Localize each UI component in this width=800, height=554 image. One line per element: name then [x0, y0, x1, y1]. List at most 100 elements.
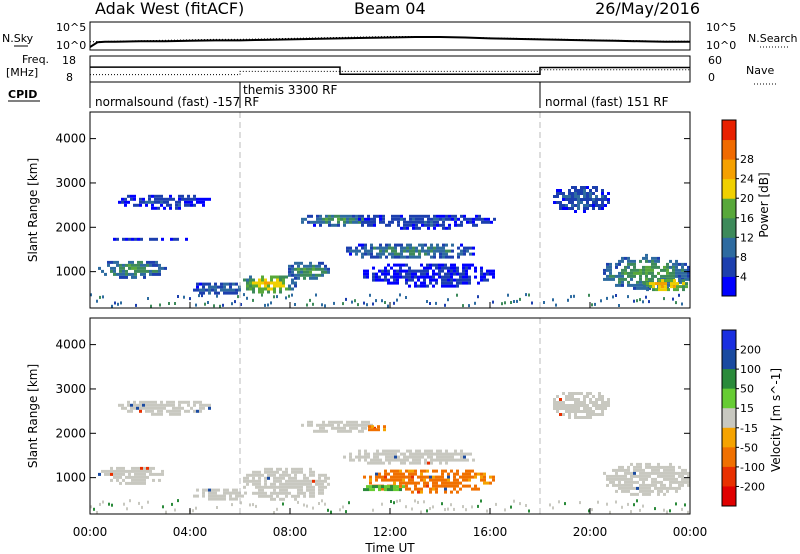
velocity-cell — [113, 472, 116, 476]
velocity-cell — [139, 400, 142, 404]
power-cell — [420, 284, 423, 288]
power-cell — [444, 284, 447, 288]
power-cell — [633, 299, 635, 303]
power-cell — [460, 243, 463, 247]
power-cell — [639, 259, 642, 263]
power-cell — [423, 269, 426, 273]
velocity-cell — [486, 481, 489, 485]
velocity-cell — [285, 485, 288, 489]
velocity-cell — [648, 474, 651, 478]
power-cell — [492, 300, 494, 304]
velocity-cell — [388, 449, 391, 453]
power-cell — [651, 271, 654, 275]
power-cell — [448, 214, 451, 218]
power-cell — [472, 252, 475, 256]
velocity-cell — [252, 479, 255, 483]
velocity-cell — [562, 401, 565, 404]
velocity-cell — [390, 488, 393, 492]
velocity-cell — [137, 475, 140, 479]
power-cell — [288, 267, 291, 271]
power-cell — [427, 217, 430, 221]
velocity-cell — [252, 476, 255, 480]
velocity-cell — [127, 409, 130, 413]
velocity-cell — [243, 479, 246, 483]
velocity-cell — [412, 458, 415, 462]
station-title: Adak West (fitACF) — [95, 0, 244, 18]
power-colorbar-tick-label: 24 — [740, 173, 754, 186]
velocity-cell — [559, 407, 562, 410]
velocity-cell — [462, 484, 465, 488]
power-cell — [669, 271, 672, 275]
velocity-cell — [374, 428, 377, 432]
power-cell — [149, 269, 152, 273]
power-cell — [664, 285, 667, 289]
velocity-cell — [459, 475, 462, 479]
power-cell — [606, 274, 609, 278]
velocity-cell — [264, 467, 267, 471]
velocity-cell — [639, 483, 642, 487]
power-cell — [621, 268, 624, 272]
velocity-cell — [294, 497, 297, 501]
power-cell — [178, 197, 181, 201]
power-cell — [261, 287, 264, 291]
velocity-cell — [343, 423, 346, 427]
velocity-cell — [116, 478, 119, 482]
velocity-cell — [624, 477, 627, 481]
power-cell — [346, 217, 349, 221]
power-cell — [436, 223, 439, 227]
velocity-cell — [432, 481, 435, 485]
power-cell — [451, 214, 454, 218]
velocity-cell — [580, 404, 583, 407]
velocity-cell — [609, 474, 612, 478]
power-cell — [577, 192, 580, 195]
velocity-cell — [288, 476, 291, 480]
power-cell — [399, 263, 402, 267]
power-cell — [412, 249, 415, 253]
power-cell — [643, 282, 646, 286]
power-cell — [451, 217, 454, 221]
power-cell — [196, 288, 199, 292]
power-cell — [151, 203, 154, 207]
power-cell — [601, 201, 604, 204]
power-cell — [478, 214, 481, 218]
power-cell — [291, 270, 294, 274]
power-cell — [415, 220, 418, 224]
power-cell — [396, 263, 399, 267]
velocity-cell — [121, 406, 124, 410]
velocity-cell — [687, 477, 690, 481]
velocity-cell — [586, 395, 589, 398]
power-cell — [122, 272, 125, 276]
power-cell — [361, 252, 364, 256]
power-cell — [409, 255, 412, 259]
power-cell — [627, 280, 630, 284]
velocity-cell — [122, 466, 125, 470]
velocity-cell — [273, 485, 276, 489]
velocity-cell — [393, 481, 396, 485]
power-cell — [288, 287, 291, 291]
velocity-cell — [621, 489, 624, 493]
power-cell — [552, 298, 554, 302]
velocity-cell — [199, 406, 202, 410]
power-cell — [367, 220, 370, 224]
power-cell — [238, 288, 241, 292]
power-cell — [139, 197, 142, 201]
power-cell — [468, 263, 471, 267]
velocity-cell — [232, 491, 235, 495]
power-cell — [636, 280, 639, 284]
power-cell — [568, 207, 571, 210]
velocity-cell — [125, 475, 128, 479]
velocity-cell — [565, 407, 568, 410]
power-cell — [465, 269, 468, 273]
velocity-cell — [666, 465, 669, 469]
power-cell — [630, 259, 633, 263]
velocity-cell — [462, 505, 464, 509]
velocity-cell — [375, 472, 378, 476]
power-cell — [433, 246, 436, 250]
x-tick-label: 08:00 — [273, 525, 308, 539]
velocity-cell — [139, 403, 142, 407]
power-cell — [421, 243, 424, 247]
velocity-cell — [372, 488, 375, 492]
power-cell — [627, 256, 630, 260]
power-cell — [672, 274, 675, 278]
velocity-cell — [211, 488, 214, 492]
